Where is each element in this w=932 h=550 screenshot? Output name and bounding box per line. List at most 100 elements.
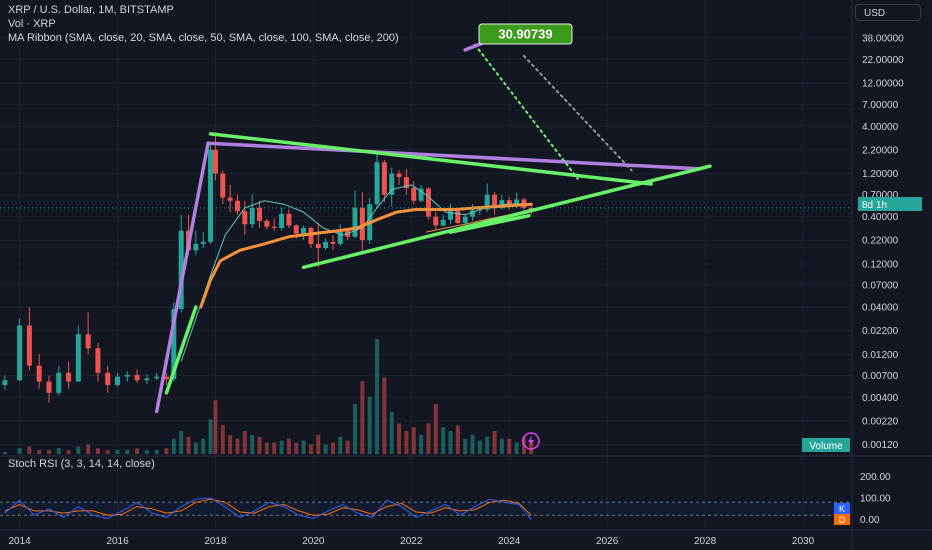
candle-body[interactable] <box>359 207 365 241</box>
volume-bar <box>397 423 402 454</box>
candle-body[interactable] <box>115 376 121 385</box>
candle-body[interactable] <box>315 243 321 249</box>
symbol-title[interactable]: XRP / U.S. Dollar, 1M, BITSTAMP <box>8 4 174 16</box>
volume-bar <box>272 442 277 454</box>
candle-body[interactable] <box>124 374 130 377</box>
candle-body[interactable] <box>433 216 439 226</box>
candle-body[interactable] <box>514 199 520 206</box>
candle-body[interactable] <box>271 226 277 228</box>
volume-bar <box>345 440 350 454</box>
candle-body[interactable] <box>220 173 226 198</box>
volume-bar <box>323 444 328 454</box>
candle-body[interactable] <box>492 194 498 208</box>
price-candles[interactable] <box>2 133 534 403</box>
trendline-green-lower[interactable] <box>301 164 712 270</box>
lightning-icon[interactable] <box>522 432 540 450</box>
volume-bar <box>164 448 169 454</box>
candle-body[interactable] <box>352 207 358 237</box>
candle-body[interactable] <box>163 376 169 379</box>
candle-body[interactable] <box>264 220 270 227</box>
volume-bar <box>316 434 321 454</box>
candle-body[interactable] <box>75 334 81 382</box>
candle-body[interactable] <box>134 374 140 381</box>
candle-body[interactable] <box>200 241 206 244</box>
trendline-projection-grey[interactable] <box>522 54 633 172</box>
candle-body[interactable] <box>208 149 214 242</box>
trendline-green-impulse[interactable] <box>164 305 198 395</box>
candle-body[interactable] <box>95 348 101 373</box>
candle-body[interactable] <box>2 380 8 385</box>
volume-bar <box>2 452 7 454</box>
candle-body[interactable] <box>279 213 285 228</box>
candle-body[interactable] <box>17 325 23 381</box>
candle-body[interactable] <box>403 176 409 189</box>
candle-body[interactable] <box>105 372 111 385</box>
target-price-label[interactable]: 30.90739 <box>478 23 573 45</box>
candle-body[interactable] <box>499 200 505 208</box>
candle-body[interactable] <box>455 211 461 224</box>
volume-bar <box>193 442 198 454</box>
trendline-projection-green[interactable] <box>473 43 579 180</box>
time-axis-label: 2022 <box>400 536 423 547</box>
candle-body[interactable] <box>36 365 42 382</box>
candle-body[interactable] <box>374 162 380 205</box>
candle-body[interactable] <box>286 213 292 226</box>
candle-body[interactable] <box>227 197 233 201</box>
trendlines[interactable] <box>154 40 712 414</box>
stoch-band <box>0 502 852 516</box>
candle-body[interactable] <box>462 216 468 224</box>
currency-button[interactable]: USD <box>855 4 921 21</box>
candle-body[interactable] <box>301 227 307 234</box>
volume-bar <box>463 438 468 454</box>
price-axis-label: 22.00000 <box>862 55 904 66</box>
stoch-d-tag: D <box>834 514 850 525</box>
candle-body[interactable] <box>144 378 150 381</box>
volume-bar <box>404 431 409 454</box>
candle-body[interactable] <box>193 243 199 251</box>
candle-body[interactable] <box>249 207 255 225</box>
candle-body[interactable] <box>212 149 218 174</box>
candle-body[interactable] <box>381 162 387 195</box>
candle-body[interactable] <box>418 188 424 201</box>
candle-body[interactable] <box>330 241 336 244</box>
candle-body[interactable] <box>308 227 314 244</box>
stoch-rsi-legend[interactable]: Stoch RSI (3, 3, 14, 14, close) <box>8 458 155 470</box>
ma-ribbon-legend[interactable]: MA Ribbon (SMA, close, 20, SMA, close, 5… <box>8 32 399 44</box>
candle-body[interactable] <box>389 173 395 195</box>
candle-body[interactable] <box>484 194 490 210</box>
candle-body[interactable] <box>178 230 184 310</box>
candle-body[interactable] <box>323 241 329 249</box>
candle-body[interactable] <box>447 211 453 220</box>
candle-body[interactable] <box>528 207 534 210</box>
candle-body[interactable] <box>470 210 476 217</box>
ma50-line <box>199 202 533 309</box>
volume-bar <box>144 450 149 454</box>
candle-body[interactable] <box>257 207 263 221</box>
candle-body[interactable] <box>66 372 72 382</box>
time-axis-label: 2016 <box>106 536 129 547</box>
candle-body[interactable] <box>242 211 248 225</box>
candle-body[interactable] <box>234 200 240 212</box>
candle-body[interactable] <box>440 219 446 226</box>
volume-bar <box>228 434 233 454</box>
candle-body[interactable] <box>56 372 62 393</box>
target-price-text: 30.90739 <box>498 27 552 42</box>
candle-body[interactable] <box>506 200 512 206</box>
volume-legend[interactable]: Vol · XRP <box>8 18 56 30</box>
trendline-green-upper[interactable] <box>208 132 653 186</box>
candle-body[interactable] <box>46 381 52 393</box>
candle-body[interactable] <box>154 376 160 379</box>
candle-body[interactable] <box>425 188 431 217</box>
trendline-purple-upper[interactable] <box>206 141 702 171</box>
candle-body[interactable] <box>171 309 177 379</box>
candle-body[interactable] <box>26 325 32 366</box>
candle-body[interactable] <box>411 188 417 201</box>
candle-body[interactable] <box>396 173 402 177</box>
candle-body[interactable] <box>337 230 343 244</box>
trendline-green-lower-short[interactable] <box>448 213 531 234</box>
volume-bar <box>213 400 218 454</box>
candle-body[interactable] <box>85 334 91 349</box>
candle-body[interactable] <box>293 225 299 234</box>
trendline-purple-impulse[interactable] <box>154 141 210 414</box>
